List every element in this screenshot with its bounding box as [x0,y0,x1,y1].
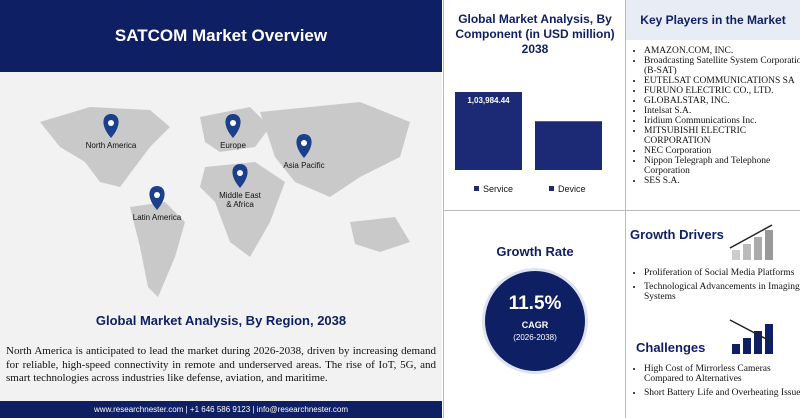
challenges-title: Challenges [636,340,706,355]
pin-dot [154,192,160,198]
list-item: MITSUBISHI ELECTRIC CORPORATION [644,126,800,146]
chart-title: Global Market Analysis, By Component (in… [455,12,615,56]
region-label: Asia Pacific [283,161,324,170]
list-item: Broadcasting Satellite System Corporatio… [644,56,800,76]
list-item: GLOBALSTAR, INC. [644,96,800,106]
pin-dot [108,120,114,126]
challenges-list: High Cost of Mirrorless Cameras Compared… [630,364,800,402]
region-label: Europe [220,141,246,150]
players-head-bg [626,0,800,40]
growth-title: Growth Rate [496,244,574,259]
cagr-label: CAGR [521,320,549,330]
list-item: AMAZON.COM, INC. [644,46,800,56]
divider [443,0,444,418]
bar [535,121,602,170]
divider [625,0,626,418]
pin-dot [237,170,243,176]
list-item: Proliferation of Social Media Platforms [644,268,800,278]
legend-label: Service [483,184,513,194]
list-item: SES S.A. [644,176,800,186]
cagr-circle: 11.5% CAGR (2026-2038) [482,268,588,374]
region-label: North America [86,141,137,150]
region-label: Middle East & Africa [219,191,262,209]
footer-contact: www.researchnester.com | +1 646 586 9123… [0,401,442,418]
cagr-period: (2026-2038) [513,333,557,342]
world-map: North America Europe Asia Pacific Middle Ea… [40,102,410,297]
region-text: North America is anticipated to lead the… [6,345,436,384]
value-label: 1,03,984.44 [467,96,510,105]
legend-swatch [474,186,479,191]
list-item: High Cost of Mirrorless Cameras Compared… [644,364,800,384]
list-item: EUTELSAT COMMUNICATIONS SA [644,76,800,86]
pin-dot [230,120,236,126]
cagr-value: 11.5% [508,293,562,314]
region-title: Global Market Analysis, By Region, 2038 [95,313,347,328]
region-label: Latin America [133,213,182,222]
list-item: Intelsat S.A. [644,106,800,116]
list-item: NEC Corporation [644,146,800,156]
legend-label: Device [558,184,586,194]
players-list: AMAZON.COM, INC.Broadcasting Satellite S… [630,46,800,186]
drivers-list: Proliferation of Social Media Platforms T… [630,268,800,306]
bar-chart: 1,03,984.44 Service Device [455,92,602,194]
list-item: Iridium Communications Inc. [644,116,800,126]
legend-swatch [549,186,554,191]
divider [443,210,800,211]
pin-dot [301,140,307,146]
bar [455,92,522,170]
list-item: FURUNO ELECTRIC CO., LTD. [644,86,800,96]
header-title: SATCOM Market Overview [0,0,442,72]
list-item: Technological Advancements in Imaging Sy… [644,282,800,302]
challenges-icon [729,319,773,354]
list-item: Nippon Telegraph and Telephone Corporati… [644,156,800,176]
drivers-title: Growth Drivers [630,227,724,242]
players-title: Key Players in the Market [640,13,786,27]
drivers-icon [729,224,773,260]
list-item: Short Battery Life and Overheating Issue… [644,388,800,398]
